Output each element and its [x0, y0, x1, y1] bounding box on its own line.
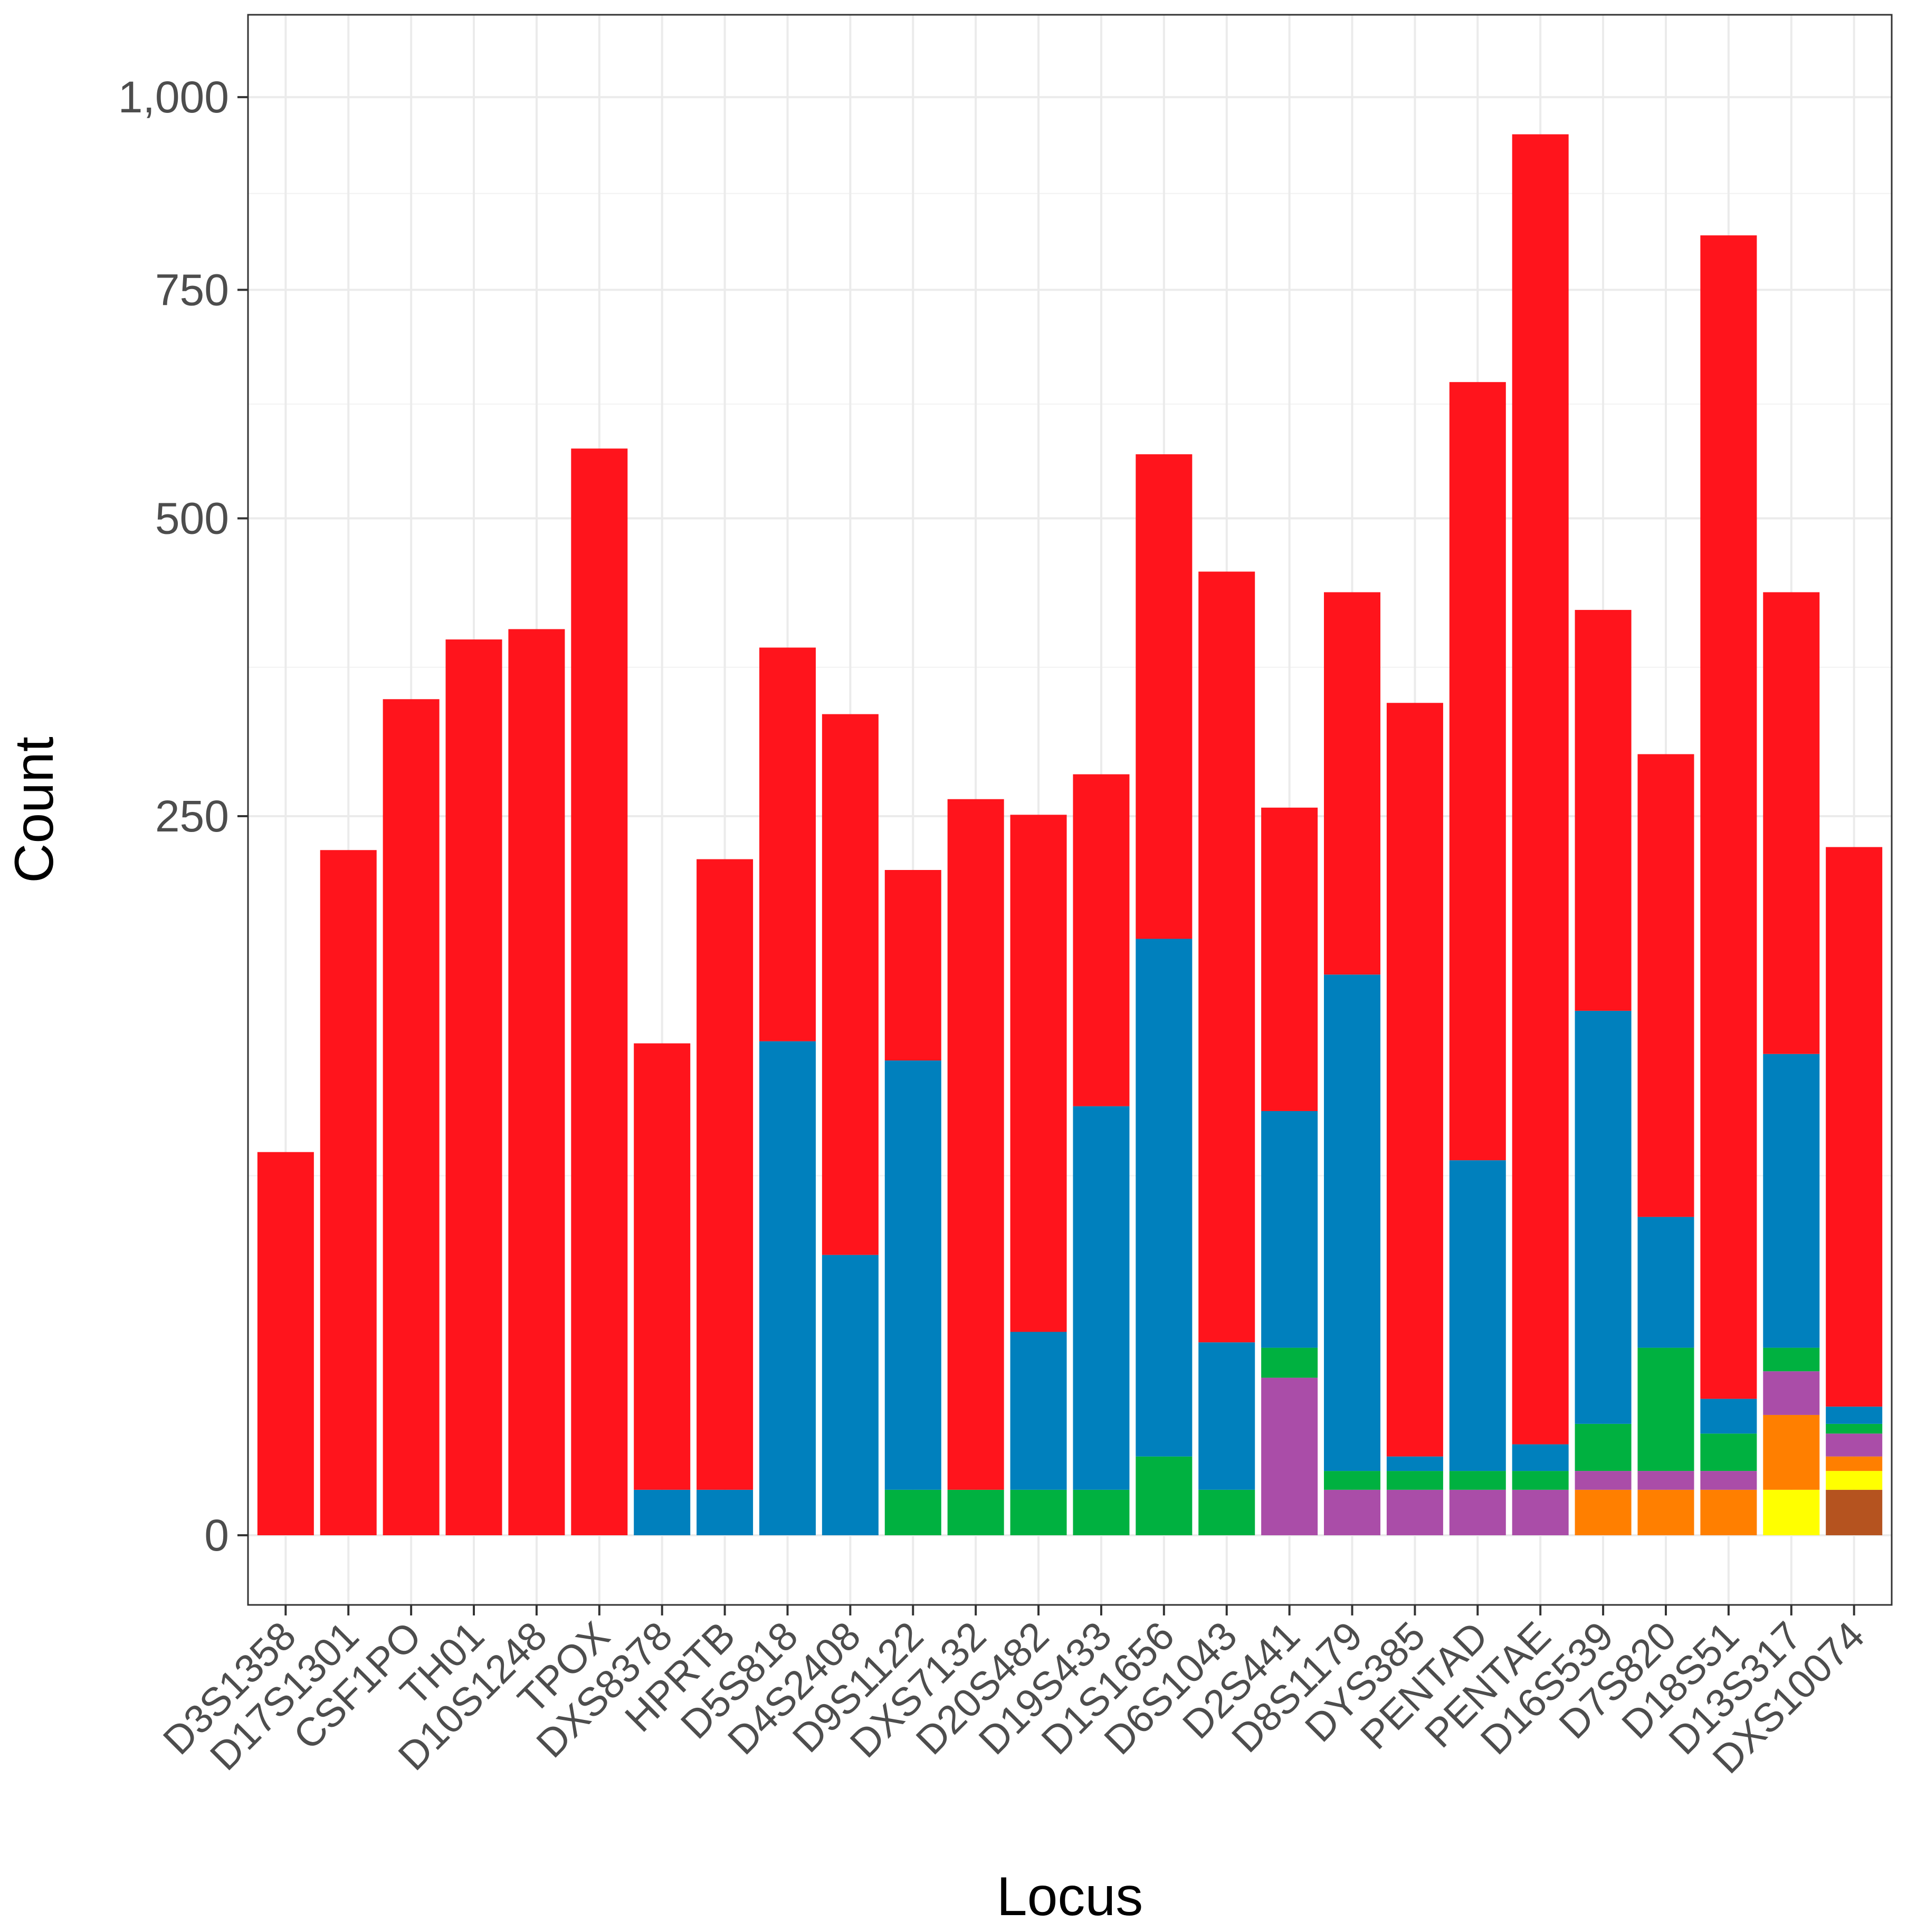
- bar-segment: [1512, 1444, 1569, 1471]
- bar-segment: [759, 647, 816, 1041]
- bar-segment: [1010, 815, 1067, 1332]
- bar-segment: [1637, 754, 1694, 1217]
- bar-segment: [1575, 1471, 1632, 1490]
- bar-segment: [1637, 1471, 1694, 1490]
- bar-segment: [1010, 1332, 1067, 1490]
- bar-segment: [822, 714, 879, 1255]
- bar-segment: [822, 1255, 879, 1535]
- bar-segment: [1136, 939, 1193, 1457]
- y-tick-label: 500: [155, 494, 229, 543]
- bar-segment: [1763, 1414, 1820, 1490]
- bar-segment: [1512, 134, 1569, 1445]
- bar-segment: [1637, 1347, 1694, 1471]
- bar-segment: [759, 1041, 816, 1535]
- bar-segment: [1700, 1399, 1757, 1434]
- y-tick-label: 750: [155, 265, 229, 314]
- bar-segment: [1700, 1489, 1757, 1535]
- bar-segment: [1575, 610, 1632, 1011]
- bar-segment: [1324, 974, 1381, 1471]
- bar-segment: [1637, 1489, 1694, 1535]
- bar-segment: [320, 850, 377, 1535]
- plot-panel-border: [247, 14, 1893, 1606]
- bar-segment: [571, 448, 628, 1535]
- bar-segment: [884, 870, 941, 1061]
- bar-segment: [1763, 1054, 1820, 1348]
- bar-segment: [884, 1489, 941, 1535]
- bar-segment: [1575, 1423, 1632, 1471]
- bar-segment: [1386, 1471, 1443, 1490]
- bar-segment: [1826, 1456, 1883, 1471]
- bar-segment: [947, 1489, 1004, 1535]
- bar-segment: [1512, 1471, 1569, 1490]
- y-axis-ticks: 0 250 500 750 1,000: [118, 72, 248, 1560]
- bar-segment: [1073, 1489, 1130, 1535]
- bar-segment: [1073, 774, 1130, 1106]
- bar-segment: [1700, 1471, 1757, 1490]
- bar-segment: [1198, 1489, 1255, 1535]
- x-axis-title: Locus: [997, 1866, 1143, 1927]
- bar-segment: [1826, 1489, 1883, 1535]
- y-tick-label: 250: [155, 791, 229, 841]
- bar-segment: [1826, 1433, 1883, 1457]
- bar-segment: [1261, 1347, 1318, 1378]
- bar-segment: [947, 799, 1004, 1490]
- bar-segment: [1198, 1342, 1255, 1490]
- bar-segment: [1073, 1106, 1130, 1490]
- bar-segment: [1324, 592, 1381, 975]
- bar-segment: [1512, 1489, 1569, 1535]
- bar-segment: [1763, 592, 1820, 1054]
- bar-segment: [634, 1489, 691, 1535]
- bar-segment: [697, 859, 754, 1490]
- bar-segment: [1136, 1456, 1193, 1535]
- bar-segment: [1449, 382, 1506, 1161]
- bar-segment: [1386, 1489, 1443, 1535]
- bar-segment: [1261, 807, 1318, 1111]
- bar-segment: [634, 1043, 691, 1490]
- bar-segment: [1637, 1217, 1694, 1348]
- bar-segment: [1763, 1347, 1820, 1372]
- bar-segment: [1575, 1489, 1632, 1535]
- bar-segment: [445, 639, 502, 1535]
- bar-segment: [1826, 1423, 1883, 1434]
- bar-segment: [1261, 1378, 1318, 1535]
- bar-segment: [1826, 1471, 1883, 1490]
- bar-segment: [1575, 1010, 1632, 1424]
- bar-segment: [1261, 1111, 1318, 1348]
- bar-segment: [1826, 847, 1883, 1407]
- bar-segment: [1700, 1433, 1757, 1471]
- bar-segment: [697, 1489, 754, 1535]
- bar-segment: [1763, 1489, 1820, 1535]
- bar-segment: [1826, 1407, 1883, 1424]
- bar-segment: [884, 1060, 941, 1490]
- bar-segment: [1449, 1471, 1506, 1490]
- bar-segment: [508, 629, 565, 1535]
- bar-segment: [1700, 235, 1757, 1399]
- bar-segment: [1449, 1489, 1506, 1535]
- bar-segment: [383, 699, 440, 1535]
- y-tick-label: 0: [204, 1510, 229, 1560]
- bar-segment: [1324, 1471, 1381, 1490]
- bar-segment: [1010, 1489, 1067, 1535]
- bar-segment: [1763, 1371, 1820, 1415]
- bar-segment: [257, 1152, 314, 1535]
- bar-segment: [1449, 1160, 1506, 1471]
- y-tick-label: 1,000: [118, 72, 229, 122]
- bar-segment: [1386, 1456, 1443, 1471]
- bar-segment: [1386, 703, 1443, 1457]
- y-axis-title: Count: [4, 737, 65, 883]
- bar-segment: [1324, 1489, 1381, 1535]
- bar-series-group: [257, 134, 1883, 1535]
- bar-segment: [1198, 571, 1255, 1343]
- bar-segment: [1136, 454, 1193, 939]
